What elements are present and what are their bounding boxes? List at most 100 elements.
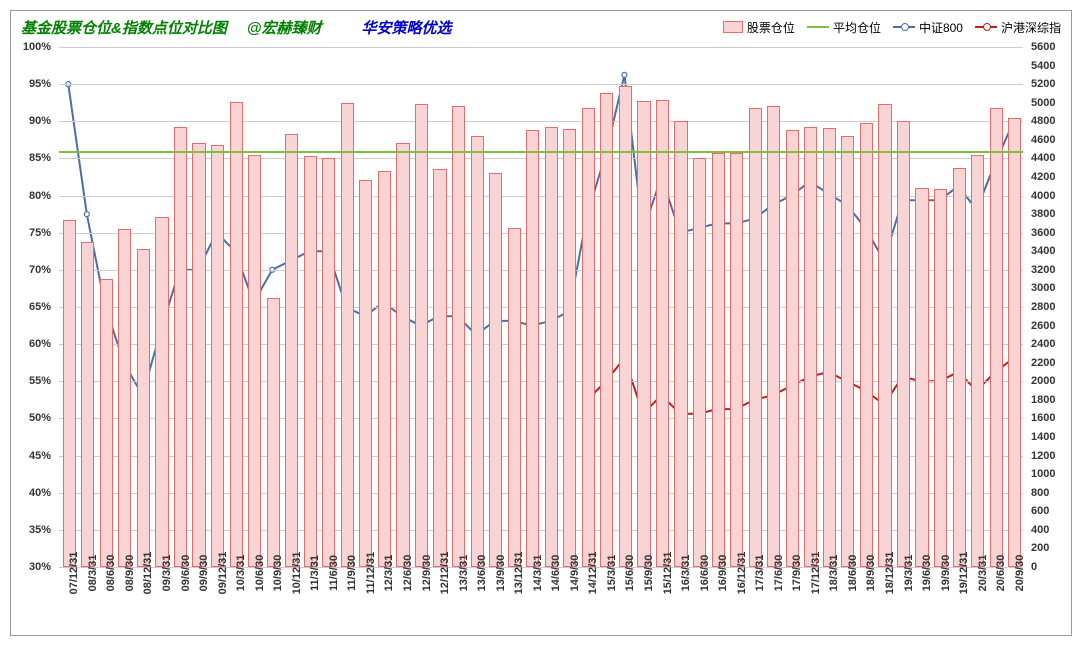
y-left-tick: 70%: [29, 264, 51, 276]
bar: [267, 298, 280, 567]
bar: [526, 130, 539, 567]
bar: [508, 228, 521, 567]
bar: [767, 106, 780, 567]
x-tick: 11/9/30: [346, 555, 358, 591]
legend-avg: 平均仓位: [807, 19, 881, 36]
x-tick: 09/3/31: [161, 555, 173, 592]
hgs-line: [587, 358, 1013, 414]
y-left-tick: 30%: [29, 561, 51, 573]
y-right-tick: 3400: [1031, 245, 1055, 257]
y-right-tick: 5600: [1031, 41, 1055, 53]
y-right-tick: 600: [1031, 505, 1049, 517]
y-right-tick: 3000: [1031, 282, 1055, 294]
y-right-tick: 3800: [1031, 208, 1055, 220]
plot-area: [59, 47, 1023, 567]
x-tick: 12/3/31: [383, 555, 395, 592]
x-tick: 17/6/30: [773, 555, 785, 592]
x-tick: 10/3/31: [235, 555, 247, 592]
bar: [174, 127, 187, 567]
bar: [1008, 118, 1021, 567]
y-right-tick: 4400: [1031, 152, 1055, 164]
bar: [897, 121, 910, 567]
x-tick: 16/12/31: [736, 552, 748, 595]
x-tick: 18/6/30: [847, 555, 859, 592]
x-tick: 13/9/30: [495, 555, 507, 592]
y-right-tick: 3200: [1031, 264, 1055, 276]
x-tick: 13/6/30: [476, 555, 488, 592]
bar: [100, 279, 113, 567]
y-left-tick: 65%: [29, 301, 51, 313]
y-right-tick: 2200: [1031, 357, 1055, 369]
x-tick: 08/3/31: [87, 555, 99, 592]
y-right-tick: 1000: [1031, 468, 1055, 480]
bar: [545, 127, 558, 567]
x-tick: 09/6/30: [180, 555, 192, 592]
x-tick: 15/9/30: [643, 555, 655, 592]
y-right-tick: 5400: [1031, 60, 1055, 72]
x-tick: 14/3/31: [532, 555, 544, 592]
x-tick: 10/6/30: [254, 555, 266, 592]
x-tick: 17/9/30: [791, 555, 803, 592]
y-left-tick: 100%: [23, 41, 51, 53]
y-right-tick: 2400: [1031, 338, 1055, 350]
legend-bar: 股票仓位: [723, 19, 795, 36]
y-right-tick: 2800: [1031, 301, 1055, 313]
bar: [860, 123, 873, 567]
bar: [341, 103, 354, 567]
x-tick: 19/12/31: [958, 552, 970, 595]
legend-avg-label: 平均仓位: [833, 19, 881, 36]
bar: [248, 155, 261, 567]
bar: [118, 229, 131, 567]
x-tick: 16/9/30: [717, 555, 729, 592]
x-tick: 19/6/30: [921, 555, 933, 592]
bar: [137, 249, 150, 567]
x-tick: 15/6/30: [624, 555, 636, 592]
chart-title: 基金股票仓位&指数点位对比图: [21, 17, 227, 38]
y-right-tick: 1200: [1031, 450, 1055, 462]
x-tick: 10/9/30: [272, 555, 284, 592]
y-right-tick: 4000: [1031, 190, 1055, 202]
bar: [81, 242, 94, 567]
bar: [211, 145, 224, 567]
bar: [230, 102, 243, 567]
bar: [378, 171, 391, 567]
x-tick: 14/9/30: [569, 555, 581, 592]
y-right-tick: 1800: [1031, 394, 1055, 406]
bar: [285, 134, 298, 567]
x-tick: 16/6/30: [699, 555, 711, 592]
bar: [63, 220, 76, 567]
y-right-tick: 200: [1031, 542, 1049, 554]
legend-line1-label: 中证800: [919, 19, 963, 36]
avg-line: [59, 151, 1023, 153]
x-tick: 19/9/30: [940, 555, 952, 592]
x-tick: 12/12/31: [439, 552, 451, 595]
y-axis-right: 0200400600800100012001400160018002000220…: [1027, 47, 1071, 567]
chart-container: 基金股票仓位&指数点位对比图 @宏赫臻财 华安策略优选 股票仓位 平均仓位 中证…: [10, 10, 1072, 636]
x-tick: 20/6/30: [995, 555, 1007, 592]
y-left-tick: 95%: [29, 78, 51, 90]
x-tick: 14/6/30: [550, 555, 562, 592]
x-tick: 11/12/31: [365, 552, 377, 594]
legend-line2: 沪港深综指: [975, 19, 1061, 36]
legend-bar-swatch: [723, 21, 743, 33]
bar: [359, 180, 372, 567]
x-tick: 07/12/31: [68, 552, 80, 595]
x-tick: 08/6/30: [105, 555, 117, 592]
legend-line2-swatch: [975, 26, 997, 28]
y-left-tick: 50%: [29, 412, 51, 424]
bar: [693, 158, 706, 567]
x-tick: 12/6/30: [402, 555, 414, 592]
x-tick: 16/3/31: [680, 555, 692, 592]
y-right-tick: 1400: [1031, 431, 1055, 443]
bar: [396, 143, 409, 567]
bar: [674, 121, 687, 567]
bar: [155, 217, 168, 567]
x-tick: 09/9/30: [198, 555, 210, 592]
x-tick: 15/12/31: [662, 552, 674, 595]
y-right-tick: 800: [1031, 487, 1049, 499]
bar: [656, 100, 669, 567]
x-tick: 15/3/31: [606, 555, 618, 592]
y-right-tick: 3600: [1031, 227, 1055, 239]
title-row: 基金股票仓位&指数点位对比图 @宏赫臻财 华安策略优选 股票仓位 平均仓位 中证…: [11, 11, 1071, 41]
csi800-marker: [84, 212, 89, 217]
